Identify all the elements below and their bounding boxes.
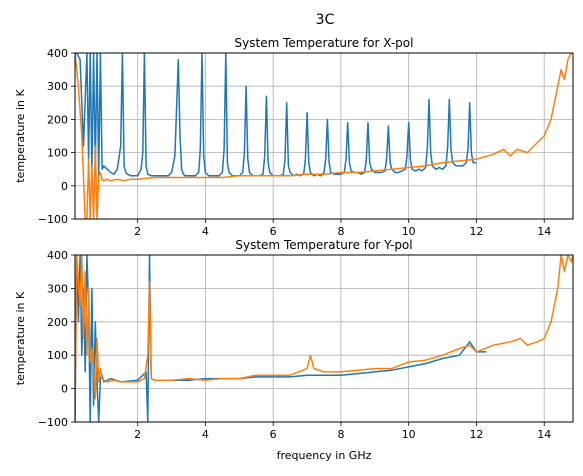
ypol-y-tick-label: 300 [47, 282, 68, 295]
ypol-y-tick-label: 200 [47, 316, 68, 329]
ypol-y-tick-label: −100 [38, 416, 68, 429]
xpol-x-tick-label: 6 [270, 225, 277, 238]
ypol-x-tick-label: 6 [270, 428, 277, 441]
ypol-y-tick-label: 400 [47, 249, 68, 262]
xpol-x-tick-label: 8 [337, 225, 344, 238]
xpol-axes-frame [74, 52, 574, 220]
xpol-series [75, 53, 573, 219]
ypol-x-tick-label: 8 [337, 428, 344, 441]
xpol-x-tick-label: 14 [537, 225, 551, 238]
xpol-x-tick-label: 2 [134, 225, 141, 238]
ypol-axes-frame [74, 254, 574, 423]
ypol-x-tick-label: 14 [537, 428, 551, 441]
ypol-x-tick-label: 2 [134, 428, 141, 441]
xpol-y-axis-label: temperature in K [14, 89, 27, 183]
xpol-x-tick-label: 4 [202, 225, 209, 238]
ypol-ticks: 2 4 6 8 10 12 14 −100 0 100 200 300 400 [38, 249, 551, 441]
xpol-y-tick-label: 200 [47, 113, 68, 126]
ypol-x-tick-label: 10 [402, 428, 416, 441]
ypol-y-tick-label: 100 [47, 349, 68, 362]
ypol-axes: 2 4 6 8 10 12 14 −100 0 100 200 300 400 System Tempe… [14, 238, 574, 462]
xpol-y-tick-label: 400 [47, 47, 68, 60]
xpol-x-tick-label: 10 [402, 225, 416, 238]
ypol-title: System Temperature for Y-pol [235, 238, 412, 252]
ypol-series-2-line [75, 255, 573, 422]
xpol-x-tick-label: 12 [469, 225, 483, 238]
figure-suptitle: 3C [316, 12, 335, 28]
ypol-y-tick-label: 0 [61, 383, 68, 396]
xpol-y-tick-label: 100 [47, 147, 68, 160]
xpol-axes: 2 4 6 8 10 12 14 −100 0 100 200 300 400 System Tempe… [14, 36, 574, 238]
xpol-ticks: 2 4 6 8 10 12 14 −100 0 100 200 300 400 [38, 47, 551, 238]
xpol-series-2-line [75, 53, 573, 219]
xpol-y-tick-label: 0 [61, 180, 68, 193]
ypol-x-tick-label: 4 [202, 428, 209, 441]
ypol-x-tick-label: 12 [469, 428, 483, 441]
xpol-y-tick-label: 300 [47, 80, 68, 93]
ypol-y-axis-label: temperature in K [14, 291, 27, 385]
ypol-x-axis-label: frequency in GHz [277, 449, 372, 462]
xpol-y-tick-label: −100 [38, 213, 68, 226]
xpol-title: System Temperature for X-pol [235, 36, 414, 50]
ypol-series [75, 255, 573, 422]
